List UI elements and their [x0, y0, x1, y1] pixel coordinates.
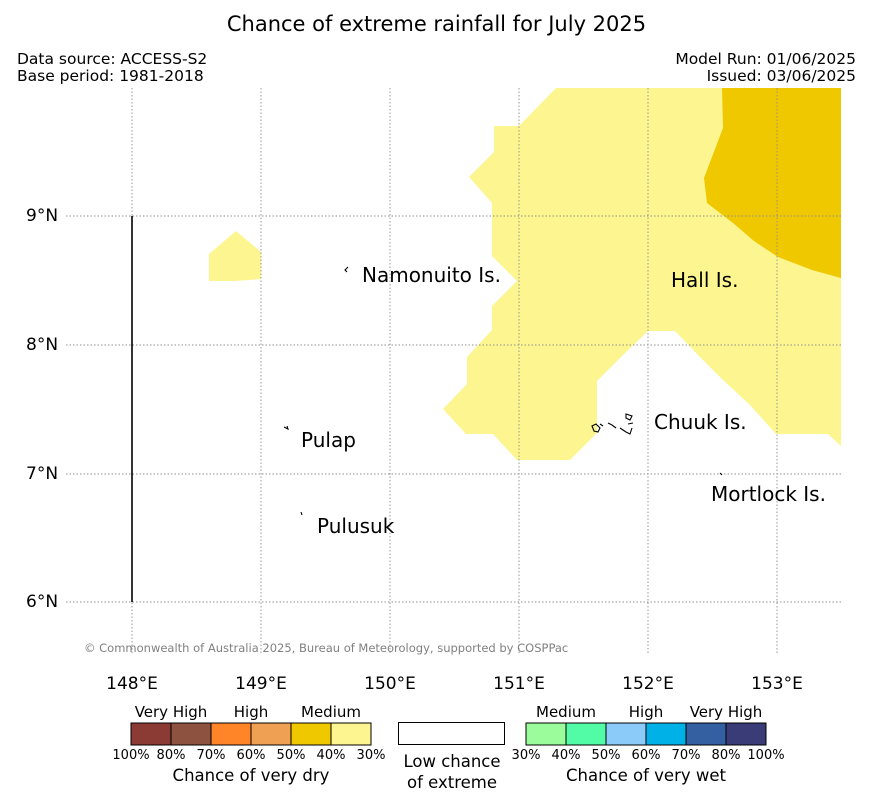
- dry-category-very-high: Very High: [134, 703, 208, 721]
- wet-tick-100: 100%: [747, 748, 785, 763]
- place-label-namonuito: Namonuito Is.: [362, 263, 501, 287]
- dry-colorbar-label: Chance of very dry: [172, 766, 330, 785]
- copyright-text: © Commonwealth of Australia 2025, Bureau…: [84, 641, 569, 655]
- chuuk-island-shape: [591, 413, 634, 435]
- wet-colorbar-label: Chance of very wet: [566, 766, 726, 785]
- lon-label-152e: 152°E: [622, 674, 674, 694]
- wet-swatch-1: [565, 722, 607, 746]
- dry-swatch-4: [290, 722, 332, 746]
- place-label-pulap: Pulap: [301, 428, 356, 452]
- dry-category-medium: Medium: [301, 703, 361, 721]
- dry-category-high: High: [233, 703, 269, 721]
- low-chance-label-line1: Low chance: [403, 752, 501, 771]
- dry-swatch-2: [210, 722, 252, 746]
- wet-colorbar: [525, 722, 767, 746]
- wet-tick-40: 40%: [551, 748, 581, 763]
- wet-swatch-2: [605, 722, 647, 746]
- low-chance-label-line2: of extreme: [406, 773, 498, 792]
- dry-medium-patch-west: [209, 231, 261, 281]
- dry-swatch-3: [250, 722, 292, 746]
- dry-tick-30: 30%: [356, 748, 386, 763]
- dry-swatch-1: [170, 722, 212, 746]
- dry-tick-80: 80%: [156, 748, 186, 763]
- wet-category-medium: Medium: [536, 703, 596, 721]
- wet-swatch-4: [685, 722, 727, 746]
- place-label-hall: Hall Is.: [671, 268, 739, 292]
- lat-label-7n: 7°N: [26, 464, 59, 484]
- lon-label-148e: 148°E: [106, 674, 158, 694]
- dry-tick-60: 60%: [236, 748, 266, 763]
- place-label-pulusuk: Pulusuk: [317, 514, 395, 538]
- wet-swatch-3: [645, 722, 687, 746]
- low-chance-swatch: [398, 722, 505, 745]
- base-period-text: Base period: 1981-2018: [17, 67, 204, 85]
- lat-label-6n: 6°N: [26, 592, 59, 612]
- wet-category-very-high: Very High: [689, 703, 763, 721]
- dry-tick-100: 100%: [112, 748, 150, 763]
- lon-label-153e: 153°E: [751, 674, 803, 694]
- pulusuk-island-shape: [300, 511, 303, 516]
- lon-label-150e: 150°E: [364, 674, 416, 694]
- dry-tick-50: 50%: [276, 748, 306, 763]
- dry-tick-70: 70%: [196, 748, 226, 763]
- wet-swatch-5: [725, 722, 767, 746]
- dry-swatch-0: [130, 722, 172, 746]
- wet-tick-60: 60%: [631, 748, 661, 763]
- lat-label-8n: 8°N: [26, 335, 59, 355]
- place-label-chuuk: Chuuk Is.: [654, 410, 747, 434]
- lon-label-151e: 151°E: [493, 674, 545, 694]
- model-run-text: Model Run: 01/06/2025: [675, 50, 856, 68]
- dry-medium-high-region: [704, 88, 841, 278]
- issued-text: Issued: 03/06/2025: [706, 67, 856, 85]
- place-label-mortlock: Mortlock Is.: [711, 482, 826, 506]
- mortlock-island-shape: [719, 472, 723, 476]
- wet-tick-50: 50%: [591, 748, 621, 763]
- lon-label-149e: 149°E: [235, 674, 287, 694]
- wet-tick-80: 80%: [711, 748, 741, 763]
- dry-swatch-5: [330, 722, 372, 746]
- dry-colorbar: [130, 722, 372, 746]
- lat-label-9n: 9°N: [26, 206, 59, 226]
- dry-tick-40: 40%: [316, 748, 346, 763]
- wet-tick-30: 30%: [511, 748, 541, 763]
- namonuito-island-shape: [344, 266, 349, 273]
- wet-tick-70: 70%: [671, 748, 701, 763]
- pulap-island-shape: [283, 425, 289, 431]
- wet-category-high: High: [628, 703, 664, 721]
- data-source-text: Data source: ACCESS-S2: [17, 50, 208, 68]
- page-title: Chance of extreme rainfall for July 2025: [226, 12, 647, 36]
- wet-swatch-0: [525, 722, 567, 746]
